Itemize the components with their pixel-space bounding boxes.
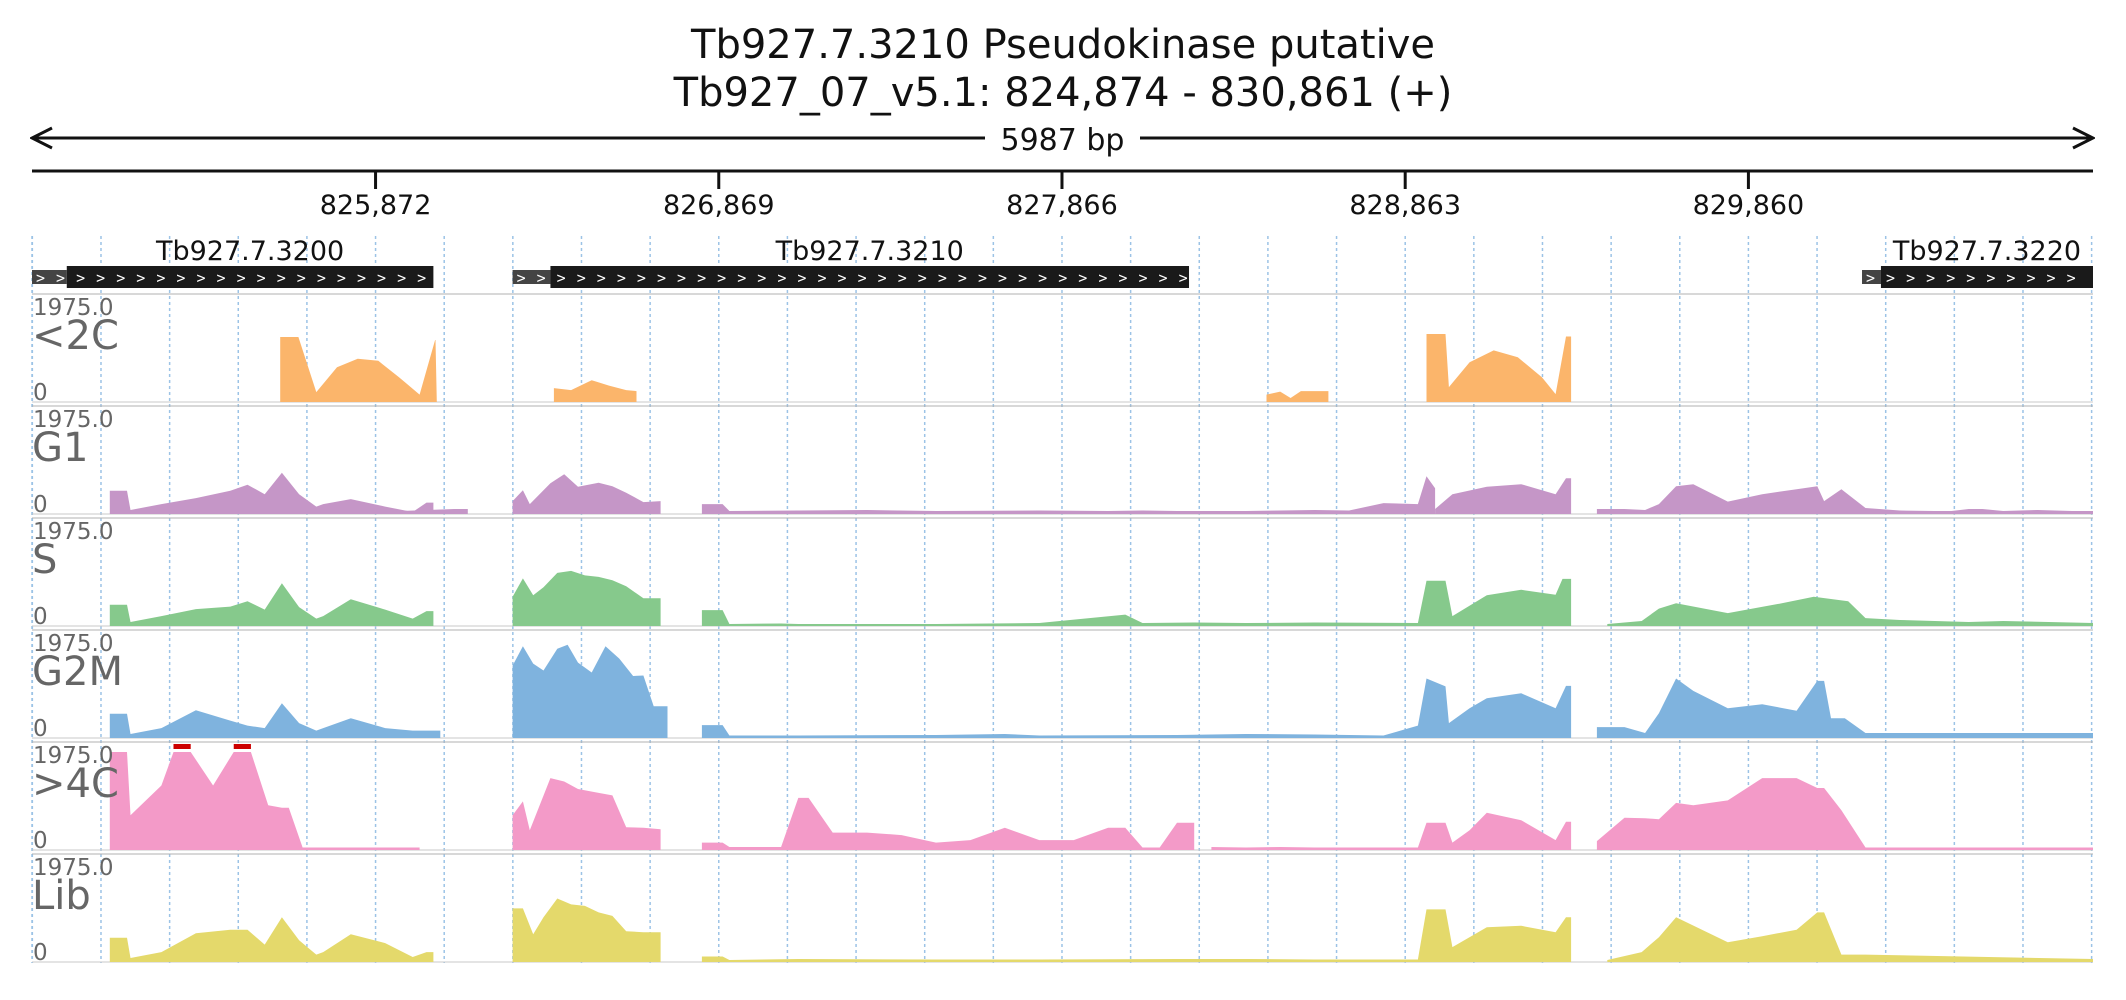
- gene-utr: [512, 270, 551, 284]
- gene-cds: [1880, 266, 2093, 288]
- axis-tick-label: 828,863: [1349, 190, 1461, 221]
- gene-strand-arrows: > > > > > > > > > > > > > > > > > > > >: [36, 269, 427, 287]
- track-ymax-label: 1975.0: [33, 743, 113, 769]
- coverage-area: [701, 678, 1427, 738]
- gene-utr: [1862, 270, 1881, 284]
- coverage-area: [1426, 909, 1572, 962]
- coverage-area: [553, 380, 637, 402]
- coverage-area: [512, 570, 661, 626]
- chart-title-locus: Tb927_07_v5.1: 824,874 - 830,861 (+): [673, 70, 1453, 116]
- coverage-area: [512, 898, 661, 962]
- span-indicator: 5987 bp: [32, 123, 2093, 158]
- coverage-area: [701, 797, 1195, 850]
- coverage-area: [128, 509, 468, 514]
- chart-title-gene: Tb927.7.3210 Pseudokinase putative: [691, 22, 1435, 68]
- gene-cds: [66, 266, 434, 288]
- coverage-area: [1607, 596, 2093, 626]
- coverage-area: [109, 917, 434, 962]
- coverage-area: [512, 644, 668, 738]
- gene-cds: [550, 266, 1190, 288]
- track-name: G1: [32, 425, 88, 471]
- track-name: Lib: [32, 873, 91, 919]
- coverage-area: [109, 472, 434, 514]
- gene-label: Tb927.7.3220: [1892, 236, 2081, 267]
- axis-tick-label: 825,872: [320, 190, 432, 221]
- gene-label: Tb927.7.3210: [775, 236, 964, 267]
- coverage-area: [512, 778, 661, 850]
- track-ymax-label: 1975.0: [33, 407, 113, 433]
- grid-lines: [31, 236, 2093, 963]
- span-length-label: 5987 bp: [1001, 123, 1125, 158]
- track-ymin-label: 0: [33, 604, 48, 630]
- coverage-area: [1426, 578, 1572, 626]
- track-ymax-label: 1975.0: [33, 295, 113, 321]
- gene-utr: [32, 270, 67, 284]
- coverage-area: [1435, 478, 1572, 514]
- track-ymin-label: 0: [33, 828, 48, 854]
- track-ymin-label: 0: [33, 716, 48, 742]
- coverage-area: [1607, 912, 2093, 962]
- coverage-area: [1596, 678, 2093, 738]
- coverage-area: [701, 580, 1427, 626]
- gene-strand-arrows: > > > > > > > > > > > > > > > > > > > > …: [517, 269, 1229, 287]
- axis-tick-label: 826,869: [663, 190, 775, 221]
- coverage-area: [109, 583, 434, 626]
- track-ymax-label: 1975.0: [33, 855, 113, 881]
- coverage-area: [1211, 822, 1427, 850]
- coverage-area: [280, 337, 437, 402]
- track-ymax-label: 1975.0: [33, 631, 113, 657]
- coverage-area: [1426, 678, 1572, 738]
- coverage-area: [109, 752, 420, 850]
- coverage-area: [512, 474, 661, 514]
- track-name: <2C: [32, 313, 119, 359]
- clipped-marker: [233, 744, 251, 749]
- x-axis: 825,872 826,869 827,866 828,863 829,860: [32, 169, 2093, 221]
- coverage-area: [1426, 812, 1572, 850]
- coverage-area: [109, 703, 441, 738]
- axis-tick-label: 829,860: [1693, 190, 1805, 221]
- clipped-marker: [173, 744, 191, 749]
- coverage-area: [701, 476, 1436, 514]
- track-ymin-label: 0: [33, 492, 48, 518]
- coverage-tracks: 1975.0<2C01975.0G101975.0S01975.0G2M0197…: [32, 293, 2093, 966]
- coverage-area: [1426, 334, 1572, 402]
- gene-label: Tb927.7.3200: [155, 236, 344, 267]
- track-name: >4C: [32, 761, 119, 807]
- axis-tick-label: 827,866: [1006, 190, 1118, 221]
- track-ymax-label: 1975.0: [33, 519, 113, 545]
- gene-annotation-track: > > > > > > > > > > > > > > > > > > > > T…: [32, 236, 2093, 288]
- track-ymin-label: 0: [33, 380, 48, 406]
- track-name: S: [32, 537, 57, 583]
- coverage-area: [1596, 778, 2093, 850]
- track-name: G2M: [32, 649, 123, 695]
- track-ymin-label: 0: [33, 940, 48, 966]
- coverage-area: [1596, 484, 2093, 514]
- coverage-area: [1266, 391, 1329, 402]
- gene-strand-arrows: > > > > > > > > > > >: [1866, 269, 2077, 287]
- coverage-area: [701, 909, 1427, 962]
